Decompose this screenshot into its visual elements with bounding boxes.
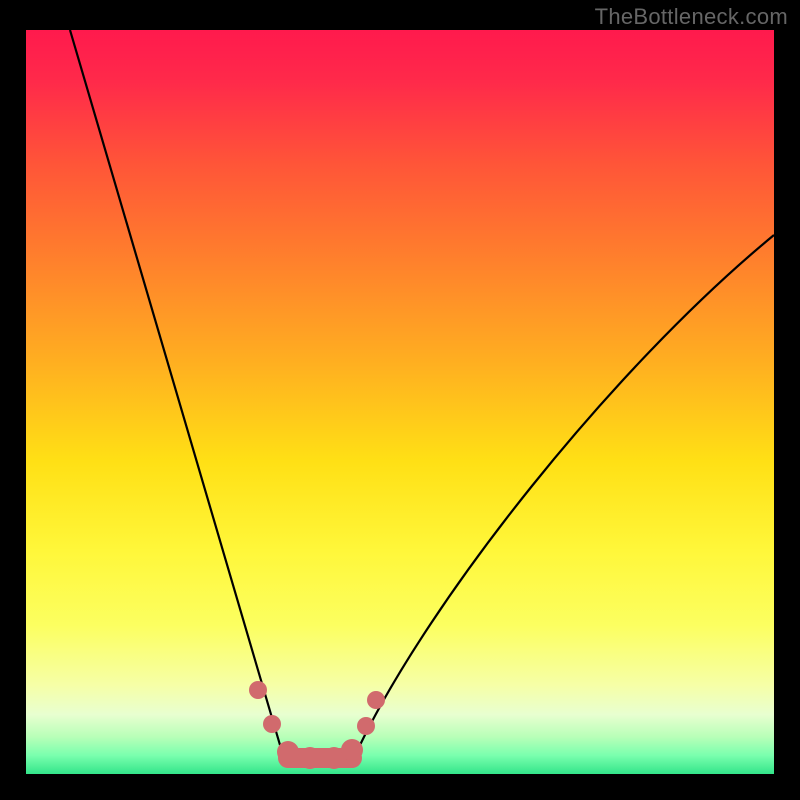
valley-marker: [299, 747, 321, 769]
gradient-panel: [26, 30, 774, 774]
valley-marker: [263, 715, 281, 733]
valley-marker: [341, 739, 363, 761]
watermark-text: TheBottleneck.com: [595, 4, 788, 30]
valley-marker: [357, 717, 375, 735]
chart-container: TheBottleneck.com: [0, 0, 800, 800]
bottleneck-chart: [0, 0, 800, 800]
valley-marker: [249, 681, 267, 699]
valley-marker: [367, 691, 385, 709]
valley-marker: [277, 741, 299, 763]
